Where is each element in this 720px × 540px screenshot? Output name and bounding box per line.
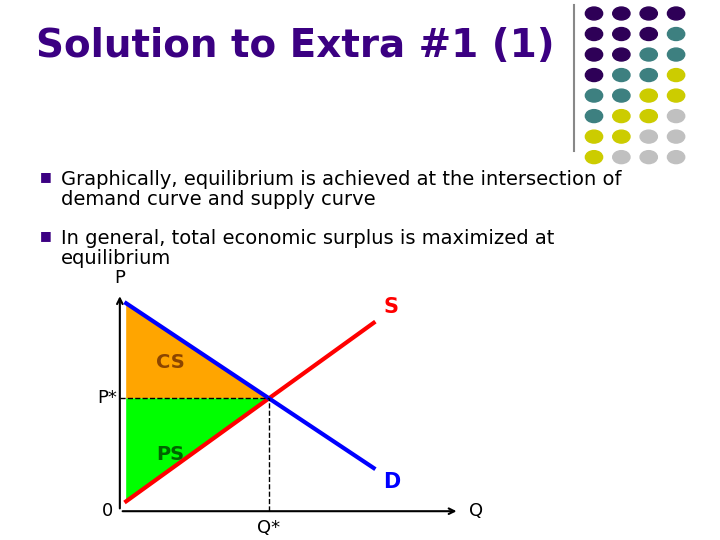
Text: ■: ■ [40,170,51,183]
Text: P*: P* [97,389,117,407]
Polygon shape [126,303,269,399]
Text: P: P [114,269,125,287]
Polygon shape [126,399,269,501]
Text: In general, total economic surplus is maximized at: In general, total economic surplus is ma… [61,230,554,248]
Text: D: D [383,472,400,492]
Text: PS: PS [156,446,184,464]
Text: 0: 0 [102,502,113,520]
Text: S: S [383,297,398,317]
Text: Q: Q [469,502,483,520]
Text: demand curve and supply curve: demand curve and supply curve [61,190,376,209]
Text: CS: CS [156,353,185,372]
Text: equilibrium: equilibrium [61,249,171,268]
Text: Solution to Extra #1 (1): Solution to Extra #1 (1) [36,27,554,65]
Text: Q*: Q* [258,519,281,537]
Text: Graphically, equilibrium is achieved at the intersection of: Graphically, equilibrium is achieved at … [61,170,621,189]
Text: ■: ■ [40,230,51,242]
